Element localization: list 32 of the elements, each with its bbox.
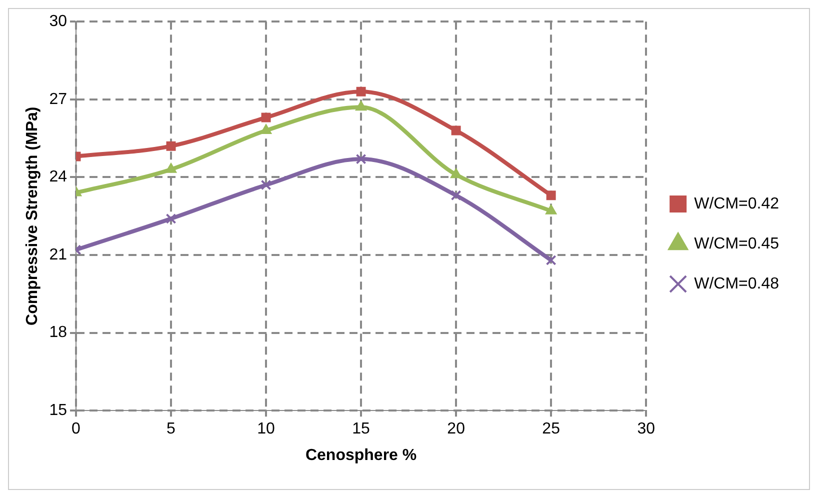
point [450, 190, 462, 201]
x-tick-label: 20 [447, 420, 466, 438]
y-tick-label: 30 [49, 13, 68, 30]
point [355, 100, 367, 111]
x-tick-label: 15 [352, 420, 370, 438]
x-tick-label: 0 [72, 420, 81, 438]
point [546, 254, 556, 266]
point [166, 141, 176, 151]
x-tick-label: 5 [166, 420, 176, 438]
y-tick-label: 21 [49, 246, 68, 264]
x-tick-label: 25 [542, 420, 560, 438]
point [166, 213, 176, 224]
y-tick-label: 15 [49, 402, 68, 420]
point [356, 86, 366, 96]
legend-label: W/CM=0.45 [694, 235, 780, 252]
legend-label: W/CM=0.48 [694, 275, 780, 292]
y-axis-title: Compressive Strength (MPa) [24, 106, 42, 326]
y-tick-label: 27 [49, 90, 68, 108]
point [545, 204, 557, 214]
point [450, 168, 462, 178]
x-axis-title: Cenosphere % [305, 446, 417, 464]
x-tick-label: 30 [637, 420, 656, 438]
point [260, 180, 272, 190]
point [451, 126, 461, 136]
legend-label: W/CM=0.42 [694, 195, 780, 212]
point [165, 162, 177, 173]
y-tick-label: 24 [49, 168, 68, 186]
x-tick-label: 10 [257, 420, 276, 438]
point [261, 112, 271, 122]
y-tick-label: 18 [49, 324, 68, 342]
point [546, 190, 556, 200]
point [356, 154, 366, 164]
